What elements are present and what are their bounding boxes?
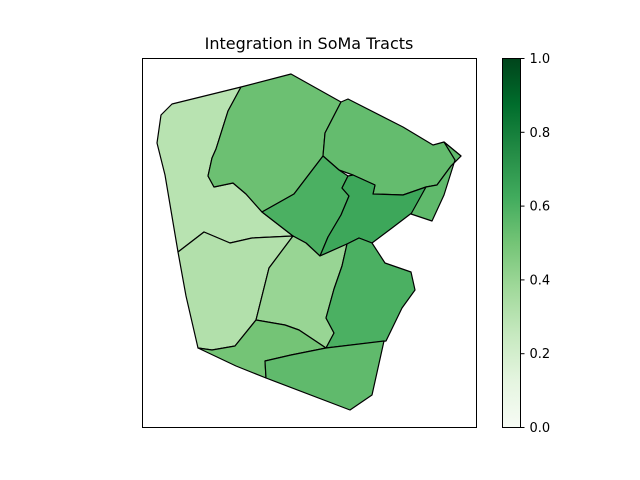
colorbar-tick-label: 0.0 bbox=[530, 421, 551, 436]
colorbar-tick-label: 0.2 bbox=[530, 347, 551, 362]
colorbar bbox=[503, 59, 521, 428]
colorbar-tick-label: 0.4 bbox=[530, 273, 551, 288]
colorbar-ticks: 0.0 0.2 0.4 0.6 0.8 1.0 bbox=[521, 52, 551, 436]
colorbar-tick-label: 1.0 bbox=[530, 52, 551, 67]
chart-title: Integration in SoMa Tracts bbox=[205, 34, 414, 53]
colorbar-tick-label: 0.6 bbox=[530, 200, 551, 215]
colorbar-tick-label: 0.8 bbox=[530, 126, 551, 141]
